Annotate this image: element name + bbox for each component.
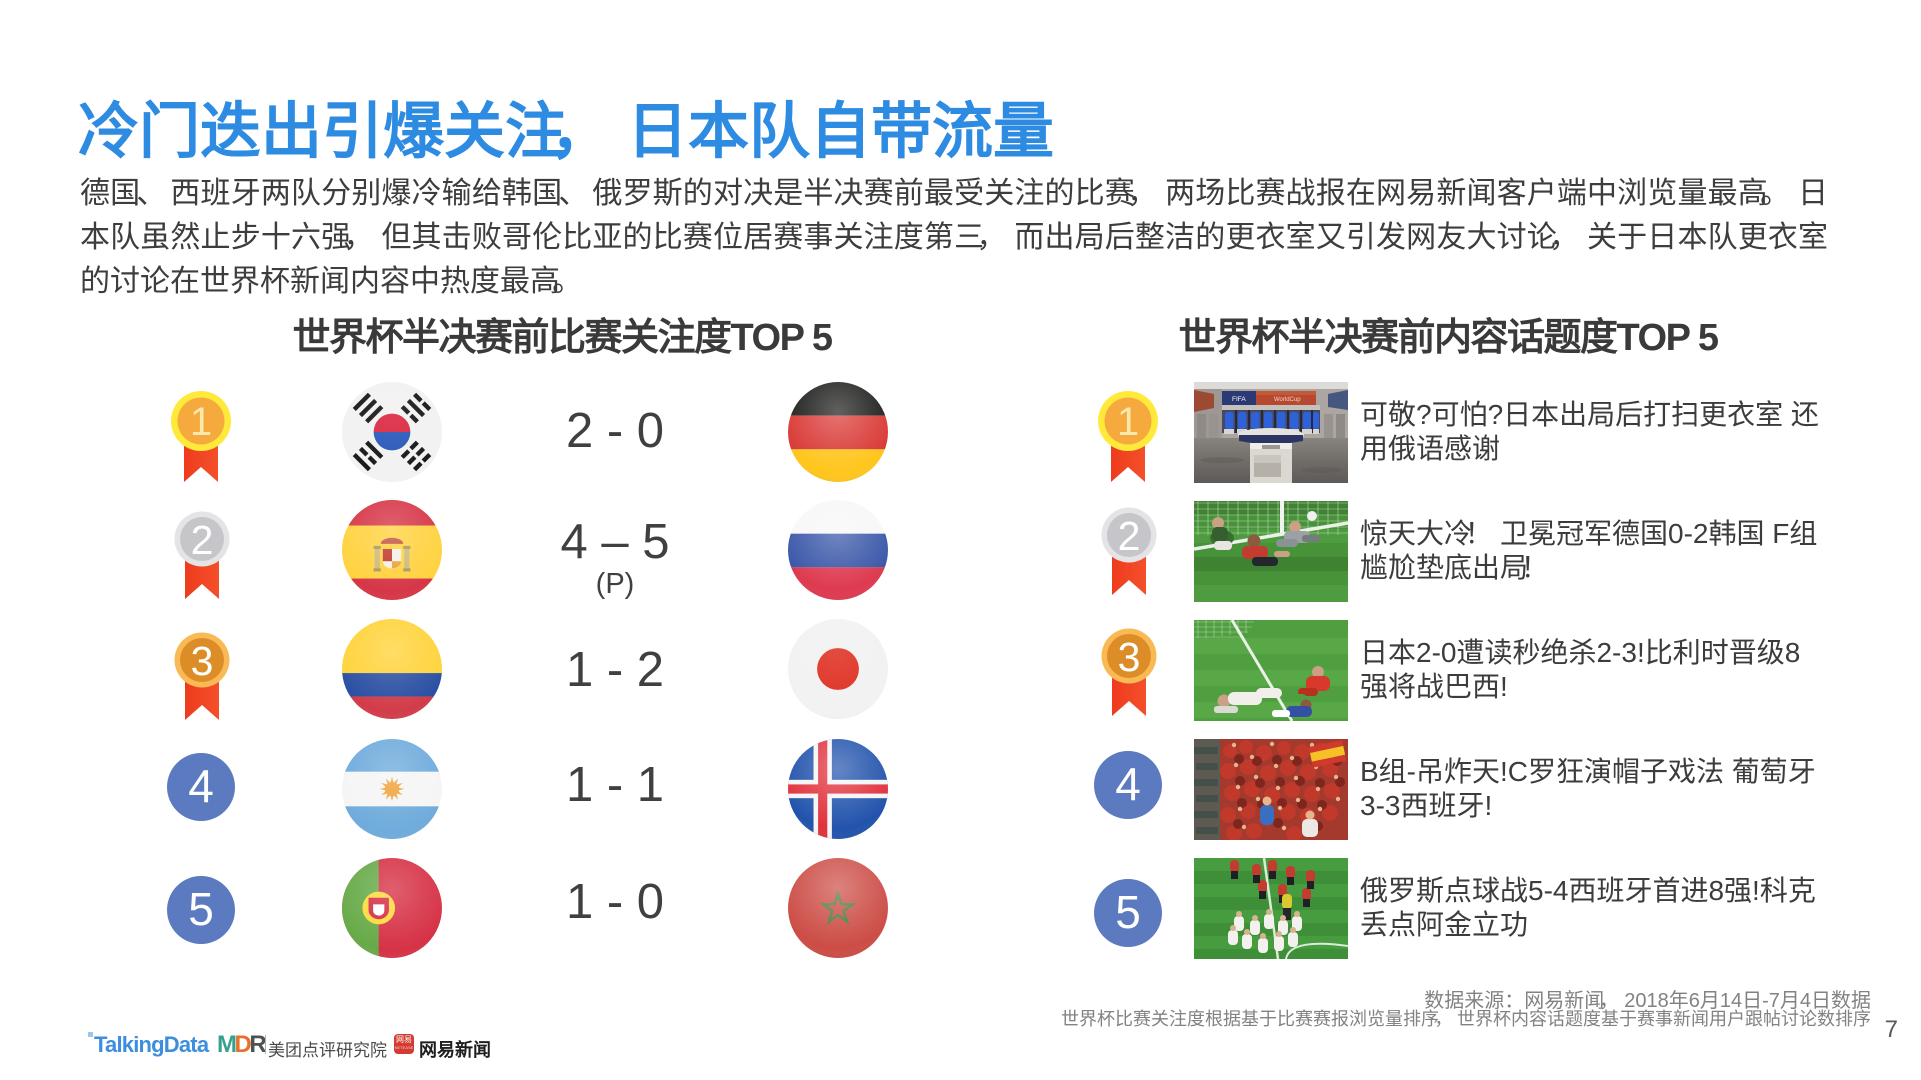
svg-text:FIFA: FIFA	[1232, 396, 1246, 403]
svg-text:2: 2	[191, 517, 214, 563]
svg-text:3: 3	[1118, 634, 1141, 680]
svg-text:3: 3	[191, 638, 214, 684]
svg-text:1: 1	[190, 400, 212, 444]
svg-text:2: 2	[1118, 513, 1141, 559]
svg-text:1: 1	[1117, 400, 1139, 444]
svg-text:WorldCup: WorldCup	[1274, 397, 1301, 403]
